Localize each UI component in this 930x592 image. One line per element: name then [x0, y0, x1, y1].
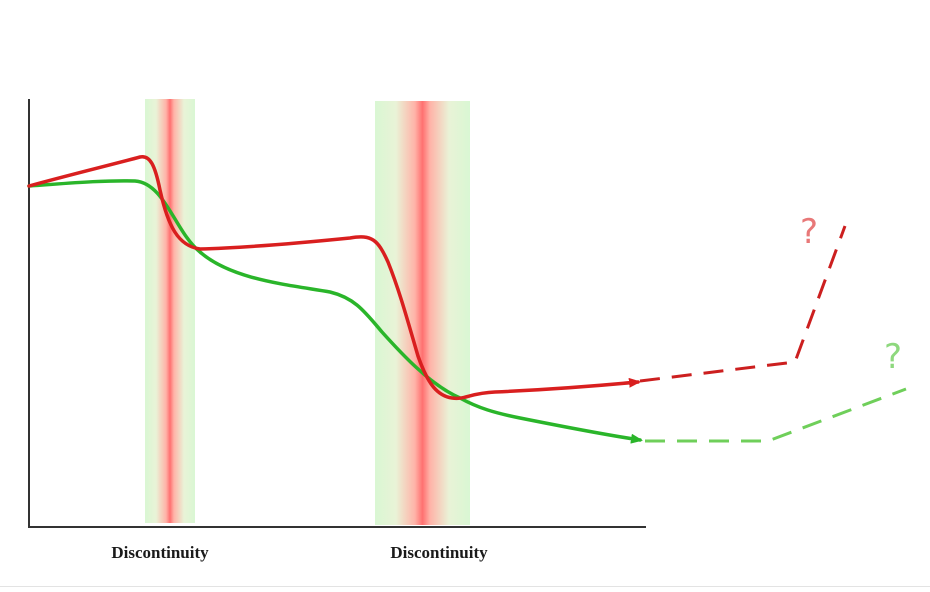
bottom-divider: [0, 586, 930, 587]
discontinuity-band-2: [375, 101, 470, 525]
red-question-mark: ?: [800, 212, 818, 252]
discontinuity-label-2: Discontinuity: [390, 543, 488, 562]
discontinuity-label-1: Discontinuity: [111, 543, 209, 562]
green-question-mark: ?: [884, 337, 902, 377]
green-dashed-projection: [645, 387, 907, 443]
red-path: [27, 155, 641, 401]
green-path: [27, 179, 643, 444]
